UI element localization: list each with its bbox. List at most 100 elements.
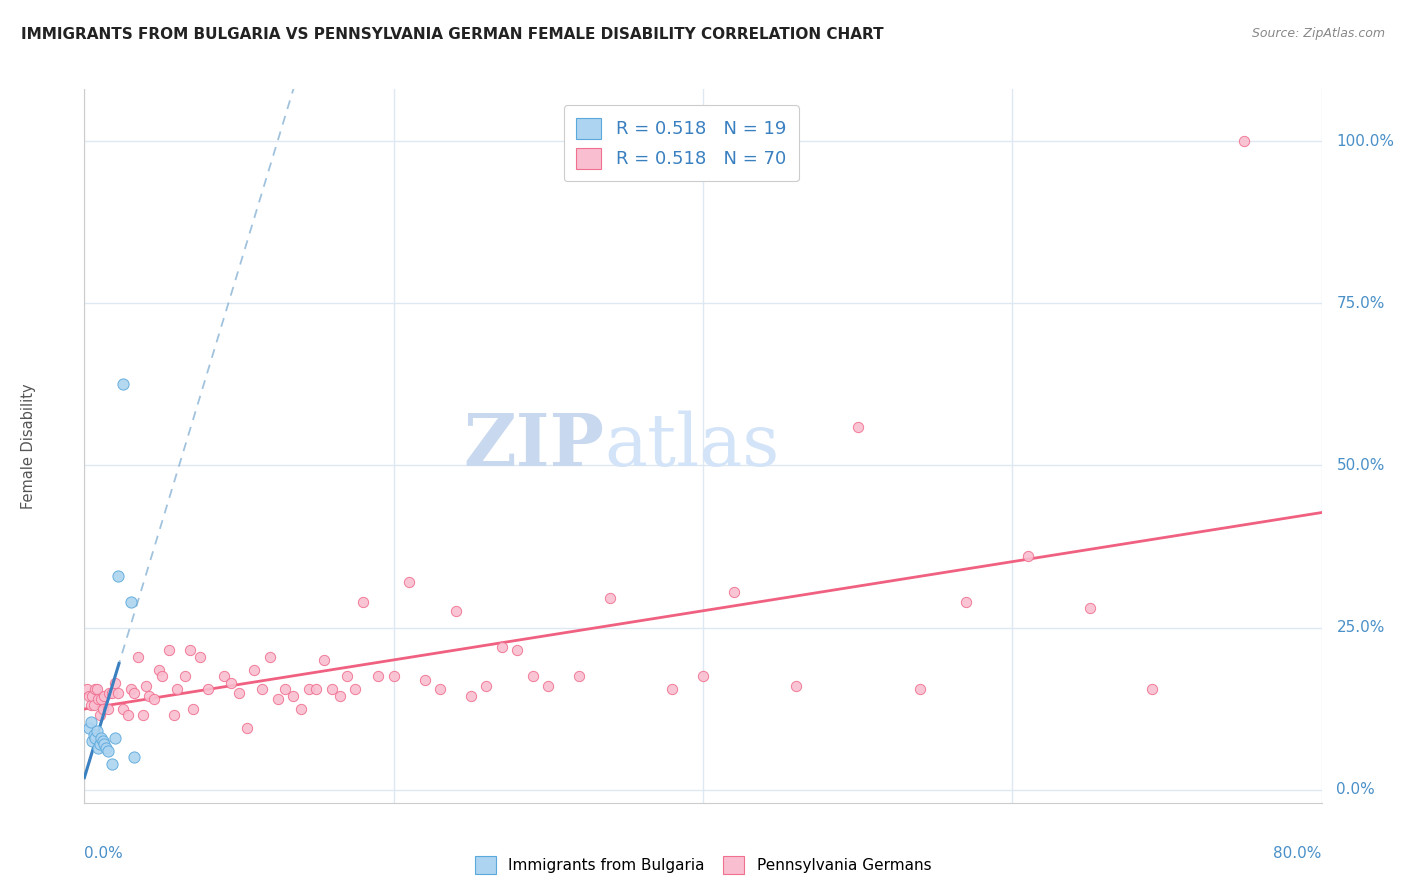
Point bbox=[122, 685, 145, 699]
Point bbox=[82, 734, 104, 748]
Point bbox=[413, 673, 436, 687]
Point bbox=[143, 692, 166, 706]
Point bbox=[305, 682, 328, 697]
Point bbox=[83, 728, 105, 742]
Point bbox=[250, 682, 273, 697]
Text: ZIP: ZIP bbox=[463, 410, 605, 482]
Point bbox=[94, 740, 117, 755]
Point bbox=[93, 689, 115, 703]
Point bbox=[120, 682, 142, 697]
Point bbox=[101, 756, 124, 771]
Point bbox=[79, 698, 101, 713]
Point bbox=[83, 698, 105, 713]
Text: 50.0%: 50.0% bbox=[1337, 458, 1385, 473]
Point bbox=[281, 689, 305, 703]
Point bbox=[491, 640, 513, 654]
Point bbox=[77, 689, 100, 703]
Point bbox=[243, 663, 266, 677]
Point bbox=[212, 669, 235, 683]
Text: 0.0%: 0.0% bbox=[1337, 782, 1375, 797]
Point bbox=[599, 591, 621, 606]
Point bbox=[104, 675, 127, 690]
Point bbox=[506, 643, 529, 657]
Point bbox=[166, 682, 188, 697]
Point bbox=[90, 731, 112, 745]
Point bbox=[274, 682, 297, 697]
Text: 75.0%: 75.0% bbox=[1337, 296, 1385, 310]
Point bbox=[120, 595, 142, 609]
Point bbox=[76, 682, 98, 697]
Legend: R = 0.518   N = 19, R = 0.518   N = 70: R = 0.518 N = 19, R = 0.518 N = 70 bbox=[564, 105, 799, 181]
Point bbox=[138, 689, 160, 703]
Point bbox=[86, 724, 108, 739]
Point bbox=[127, 649, 149, 664]
Text: 80.0%: 80.0% bbox=[1274, 846, 1322, 861]
Point bbox=[460, 689, 482, 703]
Point bbox=[96, 744, 118, 758]
Point bbox=[785, 679, 807, 693]
Point bbox=[267, 692, 290, 706]
Point bbox=[179, 643, 201, 657]
Point bbox=[661, 682, 683, 697]
Point bbox=[90, 692, 112, 706]
Point bbox=[148, 663, 170, 677]
Point bbox=[723, 585, 745, 599]
Point bbox=[908, 682, 931, 697]
Point bbox=[89, 738, 111, 752]
Text: 25.0%: 25.0% bbox=[1337, 620, 1385, 635]
Point bbox=[444, 604, 467, 618]
Text: 100.0%: 100.0% bbox=[1337, 134, 1395, 149]
Point bbox=[107, 568, 129, 582]
Text: Source: ZipAtlas.com: Source: ZipAtlas.com bbox=[1251, 27, 1385, 40]
Point bbox=[122, 750, 145, 764]
Point bbox=[367, 669, 389, 683]
Point bbox=[343, 682, 366, 697]
Point bbox=[692, 669, 714, 683]
Point bbox=[104, 731, 127, 745]
Point bbox=[1017, 549, 1039, 564]
Point bbox=[382, 669, 405, 683]
Point bbox=[297, 682, 319, 697]
Point bbox=[1078, 601, 1101, 615]
Point bbox=[321, 682, 343, 697]
Point bbox=[1233, 134, 1256, 148]
Point bbox=[181, 702, 204, 716]
Point bbox=[101, 685, 124, 699]
Legend: Immigrants from Bulgaria, Pennsylvania Germans: Immigrants from Bulgaria, Pennsylvania G… bbox=[468, 850, 938, 880]
Point bbox=[522, 669, 544, 683]
Text: atlas: atlas bbox=[605, 410, 779, 482]
Point bbox=[1140, 682, 1163, 697]
Point bbox=[79, 714, 101, 729]
Point bbox=[537, 679, 560, 693]
Point bbox=[91, 702, 114, 716]
Point bbox=[91, 734, 114, 748]
Point bbox=[117, 708, 139, 723]
Point bbox=[163, 708, 186, 723]
Point bbox=[398, 575, 420, 590]
Point bbox=[312, 653, 335, 667]
Point bbox=[219, 675, 242, 690]
Point bbox=[82, 689, 104, 703]
Point bbox=[846, 419, 869, 434]
Point bbox=[98, 685, 121, 699]
Point bbox=[87, 692, 110, 706]
Point bbox=[429, 682, 451, 697]
Text: Female Disability: Female Disability bbox=[21, 384, 37, 508]
Point bbox=[135, 679, 157, 693]
Text: IMMIGRANTS FROM BULGARIA VS PENNSYLVANIA GERMAN FEMALE DISABILITY CORRELATION CH: IMMIGRANTS FROM BULGARIA VS PENNSYLVANIA… bbox=[21, 27, 884, 42]
Point bbox=[86, 682, 108, 697]
Point bbox=[89, 708, 111, 723]
Point bbox=[150, 669, 173, 683]
Point bbox=[77, 721, 100, 735]
Point bbox=[107, 685, 129, 699]
Point bbox=[93, 738, 115, 752]
Point bbox=[84, 682, 107, 697]
Point bbox=[132, 708, 155, 723]
Point bbox=[352, 595, 374, 609]
Point bbox=[87, 740, 110, 755]
Point bbox=[159, 643, 180, 657]
Point bbox=[112, 377, 135, 392]
Point bbox=[188, 649, 211, 664]
Point bbox=[336, 669, 359, 683]
Point bbox=[197, 682, 219, 697]
